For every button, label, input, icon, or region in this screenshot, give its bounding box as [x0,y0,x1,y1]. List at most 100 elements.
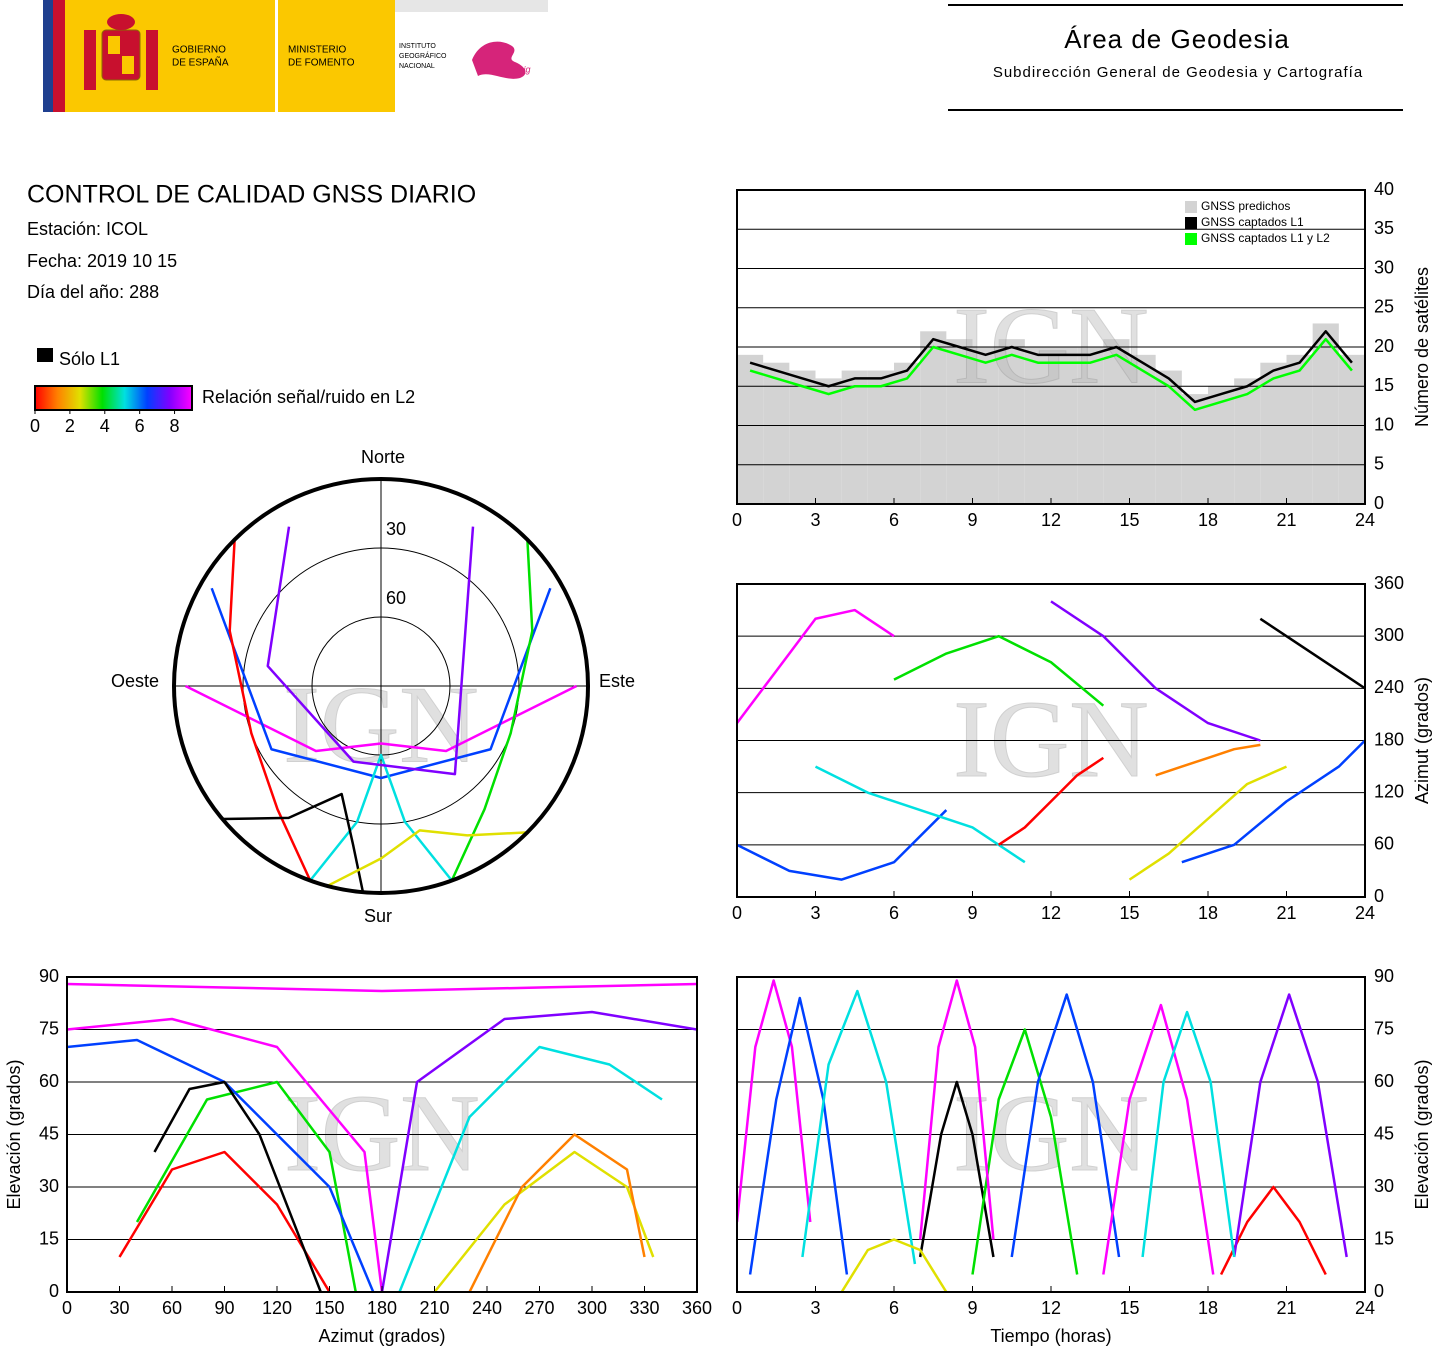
x-tick-label: 180 [367,1298,397,1318]
bar [1155,370,1182,504]
elevation-ring [242,547,520,825]
logo-bar [395,0,548,12]
legend-swatch [1185,201,1197,213]
bar [1234,378,1261,504]
y-tick-label: 90 [1374,966,1394,986]
satellite-track [1155,743,1261,777]
satellite-track [840,1238,948,1292]
y-tick-label: 10 [1374,414,1394,434]
satellite-track [450,539,534,882]
legend-swatch [37,348,53,362]
satellite-track [1050,600,1261,742]
logo-text: cnig [514,64,531,74]
x-tick-label: 18 [1198,1298,1218,1318]
x-tick-label: 18 [1198,510,1218,530]
bar [789,370,816,504]
satellite-track [1259,617,1365,690]
bar [1286,354,1313,504]
x-tick-label: 24 [1355,903,1375,923]
satellite-track [266,526,475,776]
y-axis-label: Elevación (grados) [1412,1059,1432,1209]
x-tick-label: 60 [162,1298,182,1318]
plot: IGN [737,977,1365,1292]
date: Fecha: 2019 10 15 [27,251,177,271]
x-tick-label: 6 [889,903,899,923]
legend-label: Sólo L1 [59,349,120,369]
bar [946,339,973,504]
x-tick-label: 9 [967,1298,977,1318]
bar [841,370,868,504]
satellite-track [222,792,365,893]
satellite-track [468,1133,646,1292]
x-tick-label: 3 [810,903,820,923]
y-tick-label: 120 [1374,781,1404,801]
x-tick-label: 330 [629,1298,659,1318]
logo-block [278,0,395,112]
satellite-track [971,1028,1079,1275]
y-tick-label: 15 [1374,1228,1394,1248]
x-tick-label: 9 [967,903,977,923]
x-tick-label: 6 [889,1298,899,1318]
y-tick-label: 180 [1374,729,1404,749]
y-tick-label: 60 [1374,1071,1394,1091]
y-axis-label: Elevación (grados) [4,1059,24,1209]
watermark: IGN [953,284,1149,406]
bar [763,362,790,504]
bar [737,354,764,504]
x-tick-label: 3 [810,1298,820,1318]
x-tick-label: 120 [262,1298,292,1318]
plot: IGN [737,584,1365,897]
ring-label: 60 [386,588,406,608]
direction-label: Sur [364,906,392,926]
x-tick-label: 360 [682,1298,712,1318]
logo-block [65,0,275,112]
watermark: IGN [953,678,1149,800]
legend-label: GNSS captados L1 y L2 [1201,231,1330,245]
direction-label: Oeste [111,671,159,691]
day-of-year: Día del año: 288 [27,282,159,302]
y-tick-label: 15 [39,1228,59,1248]
direction-label: Norte [361,447,405,467]
plot: IGN [174,479,588,893]
y-axis-label: Número de satélites [1412,267,1432,427]
satellite-track [309,753,453,882]
y-tick-label: 30 [1374,257,1394,277]
report-title: CONTROL DE CALIDAD GNSS DIARIO [27,181,476,209]
y-tick-label: 0 [1374,493,1384,513]
coat-of-arms [84,14,158,90]
logo-text: MINISTERIO [288,45,347,56]
satellite-track [1232,993,1348,1258]
plot: IGN [67,977,697,1292]
satellite-track [1128,765,1288,881]
y-tick-label: 90 [39,966,59,986]
count-line [749,330,1353,404]
bar [1129,354,1156,504]
y-tick-label: 0 [1374,886,1384,906]
x-tick-label: 18 [1198,903,1218,923]
satellite-track [1219,1185,1327,1276]
bar [1208,386,1235,504]
satellite-track [893,634,1105,707]
x-tick-label: 12 [1041,903,1061,923]
x-tick-label: 270 [524,1298,554,1318]
x-tick-label: 15 [1119,903,1139,923]
satellite-track [135,1080,357,1292]
x-tick-label: 21 [1276,1298,1296,1318]
y-tick-label: 5 [1374,454,1384,474]
satellite-track [814,765,1026,864]
y-tick-label: 20 [1374,336,1394,356]
x-tick-label: 0 [732,1298,742,1318]
colorbar-label: Relación señal/ruido en L2 [202,387,415,407]
x-tick-label: 21 [1276,903,1296,923]
x-tick-label: 24 [1355,1298,1375,1318]
legend-swatch [1185,233,1197,245]
x-tick-label: 300 [577,1298,607,1318]
x-tick-label: 15 [1119,1298,1139,1318]
satellite-track [1102,1003,1215,1275]
logo-text: GEOGRÁFICO [399,51,447,60]
satellite-track [1010,993,1121,1258]
y-tick-label: 35 [1374,218,1394,238]
satellite-track [184,684,578,753]
